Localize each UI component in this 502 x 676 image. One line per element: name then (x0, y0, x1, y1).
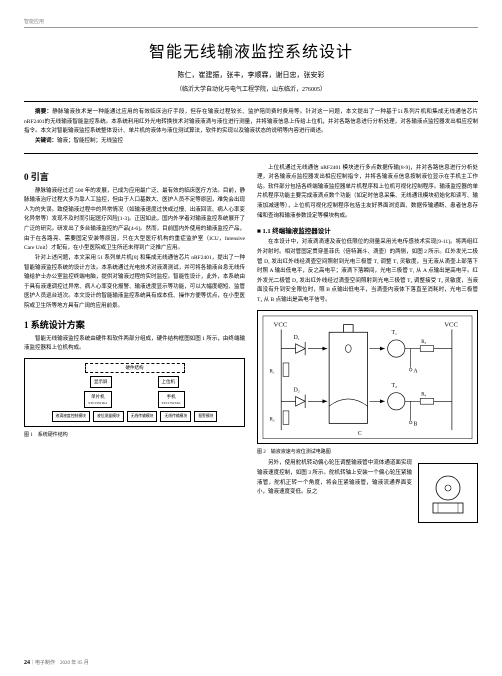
diagram-box: 单片机STC15W1K1 (84, 391, 111, 408)
figure-1: 硬件结构 显示屏 上位机 单片机STC15W1K1 手机STC15W1K1 液滴… (24, 358, 245, 427)
svg-text:D₂: D₂ (294, 387, 300, 393)
svg-text:R₁: R₁ (270, 369, 275, 374)
diagram-box: 液滴液度控制模块 (52, 411, 90, 422)
diagram-box: 显示屏 (90, 376, 112, 388)
diagram-box: 无线传输模块 (160, 411, 191, 422)
svg-label: VCC (274, 321, 288, 328)
abstract-text: 静脉输液技术是一种能通过应用的有效临床治疗手段，但存在输液过程较长、监护陪同费时… (24, 109, 478, 134)
svg-text:B: B (414, 421, 418, 427)
svg-text:C: C (358, 431, 362, 437)
svg-text:A: A (414, 368, 419, 374)
svg-text:D₁: D₁ (294, 335, 300, 341)
subsection-1-1: ■ 1.1 终端输液监控器设计 (257, 225, 478, 235)
keywords-text: 输液；智能控制；无线监控 (57, 138, 123, 144)
body-text: 静脉输液经过近 500 年的发展，已成为应用最广泛、最有效的临床医疗方法。目前，… (24, 187, 245, 254)
body-text: 针对上述问题，本文采用 51 系列单片机[8] 和集成无线通信芯片 nRF240… (24, 254, 245, 312)
section-0-title: 0 引言 (24, 170, 245, 183)
header-tag: 智能应用 (24, 18, 478, 28)
svg-text:R₄: R₄ (421, 392, 426, 397)
abstract-label: 摘要： (35, 109, 52, 115)
svg-text:R₂: R₂ (270, 417, 275, 422)
diagram-box: 手机STC15W1K1 (158, 391, 185, 408)
section-1-title: 1 系统设计方案 (24, 318, 245, 331)
figure-2: VCC D₁ D₂ T₁ (257, 310, 478, 445)
figure-1-caption: 图 1 系统硬件结构 (24, 431, 245, 438)
abstract-block: 摘要：静脉输液技术是一种能通过应用的有效临床治疗手段，但存在输液过程较长、监护陪… (24, 101, 478, 154)
keywords-label: 关键词： (35, 138, 57, 144)
right-column: 上位机通过无线通信 nRF2401 模块进行多点数据传输[8-9]，并对各路信息… (257, 164, 478, 528)
figure-3 (418, 463, 478, 523)
diagram-box: 上位机 (158, 376, 180, 388)
diagram-box: 无线传输模块 (127, 411, 158, 422)
diagram-box: 液位测量模块 (93, 411, 124, 422)
diagram-box: 报警模块 (194, 411, 217, 422)
affiliation: （临沂大学自动化与电气工程学院，山东临沂，276005） (24, 84, 478, 93)
body-text: 智能无线输液监控系统由硬件和软件两部分组成，硬件结构框图如图 1 所示，由终端输… (24, 335, 245, 354)
figure-2-caption: 图 2 输液液速与液位测试电路图 (257, 448, 478, 455)
paper-title: 智能无线输液监控系统设计 (24, 38, 478, 62)
body-text: 上位机通过无线通信 nRF2401 模块进行多点数据传输[8-9]，并对各路信息… (257, 164, 478, 222)
svg-text:T₂: T₂ (391, 383, 397, 389)
page-footer: 24｜电子制作 2020 年 05 月 (24, 659, 89, 666)
left-column: 0 引言 静脉输液经过近 500 年的发展，已成为应用最广泛、最有效的临床医疗方… (24, 164, 245, 528)
body-text: 另外，使用舵机转动偏心轮压调整输液管中流体通道面实现输液速度控制，如图 3 所示… (257, 459, 412, 527)
svg-text:T₁: T₁ (391, 330, 397, 336)
authors: 陈仁，崔建振，张丰，李顺霖，谢日忠，张安彩 (24, 70, 478, 80)
diagram-box: 硬件结构 (85, 363, 185, 373)
body-text: 在本设计中，对液滴滴速及液位低限位的测量采用光电传感技术实现[9-11]。将两组… (257, 238, 478, 305)
svg-text:R₃: R₃ (421, 339, 426, 344)
svg-text:VCC: VCC (444, 321, 458, 328)
